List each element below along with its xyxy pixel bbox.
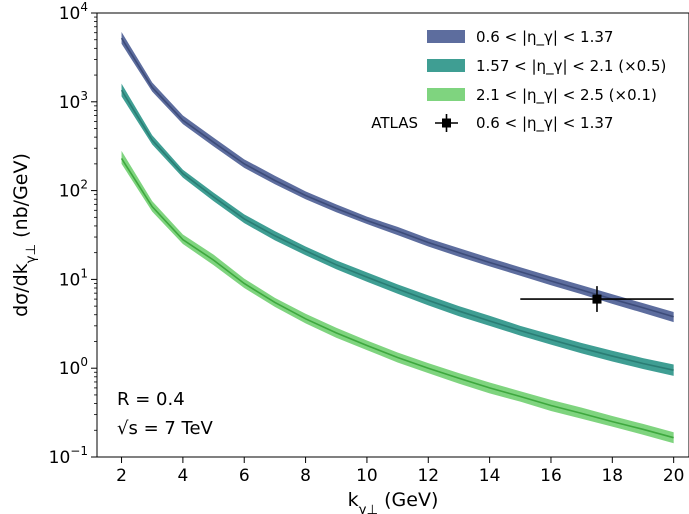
x-tick-label: 20 bbox=[663, 466, 685, 486]
legend-label-3: 2.1 < |η_γ| < 2.5 (×0.1) bbox=[476, 86, 657, 105]
x-tick-label: 8 bbox=[300, 466, 311, 486]
x-tick-label: 2 bbox=[116, 466, 127, 486]
annotation-energy: √s = 7 TeV bbox=[117, 418, 214, 439]
x-axis-label: kγ⊥ (GeV) bbox=[348, 489, 439, 514]
y-tick-label: 102 bbox=[59, 178, 88, 202]
legend-swatch-1 bbox=[427, 30, 465, 43]
x-tick-label: 18 bbox=[601, 466, 623, 486]
annotation-radius: R = 0.4 bbox=[117, 389, 185, 410]
legend-label-2: 1.57 < |η_γ| < 2.1 (×0.5) bbox=[476, 57, 666, 76]
series-band-1 bbox=[121, 32, 674, 323]
y-tick-label: 103 bbox=[59, 89, 88, 113]
atlas-data-points bbox=[520, 286, 674, 312]
legend-data-name: ATLAS bbox=[371, 114, 418, 132]
legend-data-label: 0.6 < |η_γ| < 1.37 bbox=[476, 114, 613, 133]
x-tick-label: 10 bbox=[356, 466, 378, 486]
series-line-3 bbox=[120, 158, 674, 439]
y-tick-label: 100 bbox=[59, 355, 88, 379]
x-tick-label: 14 bbox=[479, 466, 501, 486]
plot-frame bbox=[96, 12, 689, 458]
annotation: R = 0.4 √s = 7 TeV bbox=[117, 389, 214, 439]
y-tick-label: 101 bbox=[59, 266, 88, 290]
data-point-marker-1 bbox=[592, 294, 602, 304]
legend-data-marker bbox=[442, 118, 451, 128]
series-line-2 bbox=[120, 89, 674, 371]
y-tick-label: 104 bbox=[59, 0, 88, 24]
y-axis-label: dσ/dkγ⊥ (nb/GeV) bbox=[10, 153, 39, 317]
y-tick-label: 10−1 bbox=[49, 444, 88, 468]
legend-swatch-3 bbox=[427, 88, 465, 101]
legend: 0.6 < |η_γ| < 1.37 1.57 < |η_γ| < 2.1 (×0… bbox=[371, 28, 666, 133]
y-axis: 10−1 100 101 102 103 104 bbox=[49, 0, 97, 468]
x-tick-label: 6 bbox=[239, 466, 250, 486]
legend-swatch-2 bbox=[427, 59, 465, 72]
series-bands bbox=[120, 32, 674, 444]
x-tick-label: 16 bbox=[540, 466, 562, 486]
series-line-1 bbox=[120, 37, 674, 318]
legend-label-1: 0.6 < |η_γ| < 1.37 bbox=[476, 28, 613, 47]
x-tick-label: 12 bbox=[417, 466, 439, 486]
x-axis: 2 4 6 8 10 12 14 16 18 20 bbox=[116, 457, 684, 486]
x-tick-label: 4 bbox=[177, 466, 188, 486]
